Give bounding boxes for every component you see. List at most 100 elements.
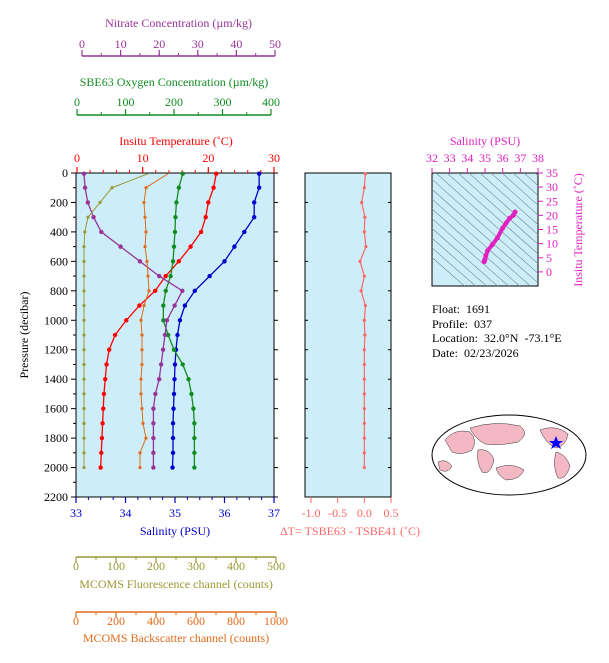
salinity-tick-label: 34 <box>120 506 132 520</box>
nitrate-point <box>151 450 156 456</box>
temperature-point <box>206 200 211 205</box>
salinity-point <box>242 229 247 235</box>
delta-t-tick-label: -1.0 <box>302 506 321 520</box>
salinity-tick-label: 33 <box>70 506 82 520</box>
ts-density-contour <box>446 173 538 255</box>
nitrate-tick-label: 20 <box>153 37 165 51</box>
world-map-land <box>469 423 525 445</box>
ts-density-contour <box>432 247 477 286</box>
backscatter-point <box>143 245 147 249</box>
ts-salinity-tick-label: 38 <box>532 151 544 165</box>
temperature-point <box>101 406 106 411</box>
ts-density-contour <box>490 173 538 216</box>
location-value: 32.0°N -73.1°E <box>483 331 562 345</box>
fluorescence-point <box>82 421 86 425</box>
backscatter-point <box>140 362 144 367</box>
oxygen-point <box>161 303 166 308</box>
backscatter-point <box>144 186 148 190</box>
ts-point <box>494 235 500 241</box>
oxygen-point <box>171 347 177 352</box>
salinity-tick-label: 35 <box>169 506 181 520</box>
backscatter-point <box>139 377 143 381</box>
nitrate-point <box>85 200 90 205</box>
fluorescence-point <box>86 215 90 219</box>
oxygen-point <box>176 185 182 190</box>
oxygen-point <box>189 391 194 397</box>
oxygen-point <box>192 435 197 441</box>
ts-point <box>512 209 518 215</box>
temperature-point <box>176 259 181 264</box>
nitrate-point <box>164 318 170 323</box>
fluorescence-point <box>82 245 86 249</box>
fluorescence-point <box>82 436 86 440</box>
profile-value: 037 <box>474 316 492 331</box>
backscatter-tick-label: 600 <box>187 614 205 628</box>
world-map-land <box>437 460 453 472</box>
delta-t-axis-title: ΔT= TSBE63 - TSBE41 (˚C) <box>280 524 420 538</box>
oxygen-point <box>172 229 178 235</box>
backscatter-point <box>140 348 144 352</box>
nitrate-point <box>172 303 177 308</box>
fluorescence-point <box>82 407 86 411</box>
ts-density-contour <box>479 173 538 226</box>
ts-point <box>507 215 513 221</box>
temperature-point <box>98 465 103 470</box>
ts-temperature-tick-label: 15 <box>546 223 558 237</box>
nitrate-point <box>137 259 143 264</box>
oxygen-point <box>191 406 196 411</box>
nitrate-point <box>82 185 88 190</box>
oxygen-tick-label: 400 <box>262 95 280 109</box>
salinity-point <box>175 332 180 338</box>
ts-salinity-tick-label: 35 <box>479 151 491 165</box>
salinity-tick-label: 36 <box>219 506 231 520</box>
ts-density-contour <box>432 208 521 286</box>
oxygen-tick-label: 0 <box>74 95 80 109</box>
nitrate-axis-title: Nitrate Concentration (µm/kg) <box>105 16 252 30</box>
oxygen-tick-label: 300 <box>214 95 232 109</box>
fluorescence-tick-label: 100 <box>107 559 125 573</box>
salinity-point <box>172 376 177 382</box>
float-info-panel: Float: 1691 Profile: 037 Location: 32.0°… <box>432 302 562 360</box>
temperature-point <box>124 318 129 323</box>
nitrate-point <box>151 465 156 470</box>
delta-t-tick-label: -0.5 <box>328 506 347 520</box>
ts-density-contour <box>432 178 538 274</box>
fluorescence-point <box>110 186 114 190</box>
backscatter-point <box>138 451 142 455</box>
ts-temperature-tick-label: 0 <box>546 265 552 279</box>
delta-t-point <box>362 451 366 455</box>
fluorescence-point <box>82 303 86 308</box>
ts-density-contours <box>432 173 538 286</box>
ts-density-contour <box>432 257 466 286</box>
backscatter-point <box>144 436 148 440</box>
delta-t-point <box>362 274 366 278</box>
salinity-point <box>170 465 175 470</box>
backscatter-point <box>143 215 147 219</box>
pressure-tick-label: 1400 <box>44 372 68 386</box>
oxygen-point <box>174 200 179 205</box>
fluorescence-point <box>98 200 102 205</box>
world-map-land <box>539 427 569 449</box>
temperature-point <box>112 332 118 338</box>
pressure-tick-label: 0 <box>62 166 68 180</box>
delta-t-point <box>362 392 366 396</box>
salinity-point <box>182 303 188 308</box>
ts-salinity-tick-label: 32 <box>426 151 438 165</box>
delta-t-point <box>363 303 367 308</box>
oxygen-tick-label: 100 <box>117 95 135 109</box>
nitrate-tick-label: 50 <box>269 37 281 51</box>
backscatter-point <box>146 274 150 278</box>
oxygen-point <box>192 450 197 456</box>
salinity-point <box>252 200 257 205</box>
nitrate-point <box>151 421 156 426</box>
float-value: 1691 <box>466 302 491 316</box>
ts-salinity-tick-label: 36 <box>497 151 509 165</box>
backscatter-point <box>139 318 143 322</box>
backscatter-tick-label: 800 <box>227 614 245 628</box>
delta-t-point <box>359 289 363 293</box>
ts-density-contour <box>457 173 538 245</box>
delta-t-point <box>362 407 366 411</box>
date-value: 02/23/2026 <box>464 345 519 360</box>
ts-point <box>489 242 495 248</box>
